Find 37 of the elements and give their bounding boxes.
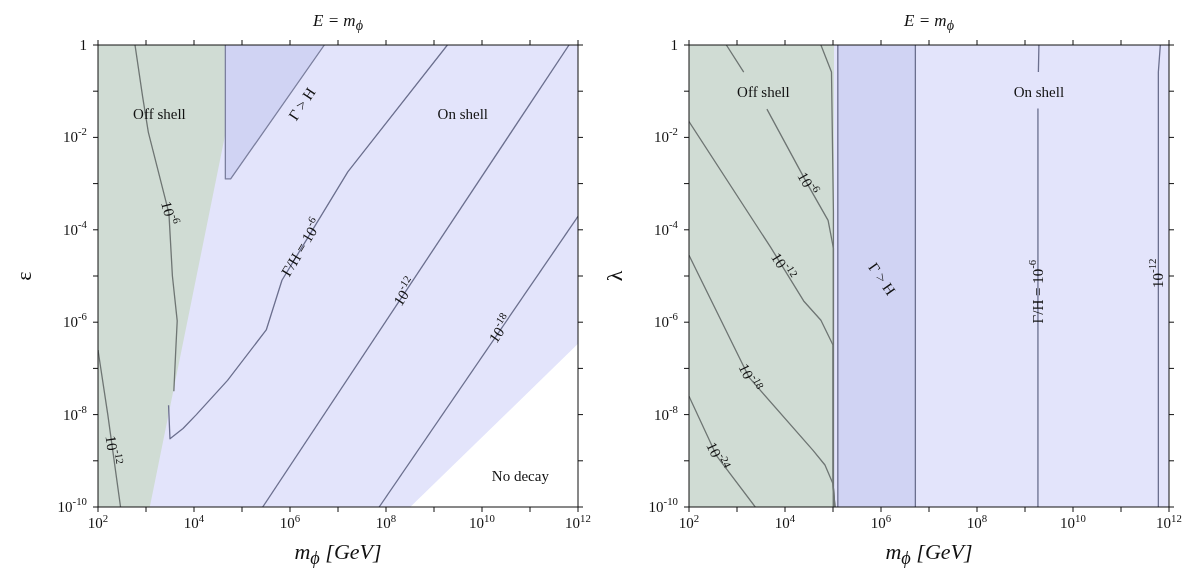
y-tick-label: 1 [670, 37, 678, 53]
y-tick-label: 10$^{-6}$ [654, 310, 679, 331]
annotation: On shell [437, 105, 489, 124]
annotation: Off shell [133, 105, 186, 124]
x-tick-label: 10$^{4}$ [183, 512, 205, 531]
y-tick-label: 10$^{-4}$ [63, 217, 88, 238]
chart-title: E = m$_{ϕ}$ [903, 10, 955, 34]
x-tick-label: 10$^{12}$ [1156, 512, 1182, 531]
x-tick-label: 10$^{4}$ [774, 512, 796, 531]
x-tick-label: 10$^{6}$ [870, 512, 892, 531]
annotation: Γ > H [284, 84, 319, 124]
y-axis-title: ε [11, 270, 36, 283]
annotation: Off shell [737, 83, 790, 102]
y-axis-title: λ [602, 269, 627, 284]
chart-title: E = m$_{ϕ}$ [312, 10, 364, 34]
y-tick-label: 10$^{-2}$ [63, 125, 87, 146]
y-tick-label: 10$^{-10}$ [57, 495, 87, 515]
y-tick-label: 1 [79, 37, 87, 53]
annotation: No decay [491, 467, 549, 486]
y-tick-label: 10$^{-8}$ [63, 402, 87, 423]
y-tick-label: 10$^{-4}$ [654, 217, 679, 238]
x-tick-label: 10$^{2}$ [87, 512, 109, 531]
annotation: On shell [1013, 83, 1065, 102]
x-tick-label: 10$^{10}$ [469, 512, 495, 531]
x-tick-label: 10$^{8}$ [375, 512, 397, 531]
y-tick-label: 10$^{-2}$ [654, 125, 678, 146]
y-tick-label: 10$^{-6}$ [63, 310, 88, 331]
x-tick-label: 10$^{2}$ [678, 512, 700, 531]
x-axis-title: m$_{ϕ}$ [GeV] [293, 539, 383, 569]
annotation: Γ > H [864, 259, 900, 299]
y-tick-label: 10$^{-10}$ [648, 495, 678, 515]
x-tick-label: 10$^{8}$ [966, 512, 988, 531]
x-tick-label: 10$^{10}$ [1060, 512, 1086, 531]
x-tick-label: 10$^{12}$ [565, 512, 591, 531]
x-axis-title: m$_{ϕ}$ [GeV] [884, 539, 974, 569]
y-tick-label: 10$^{-8}$ [654, 402, 678, 423]
x-tick-label: 10$^{6}$ [279, 512, 301, 531]
